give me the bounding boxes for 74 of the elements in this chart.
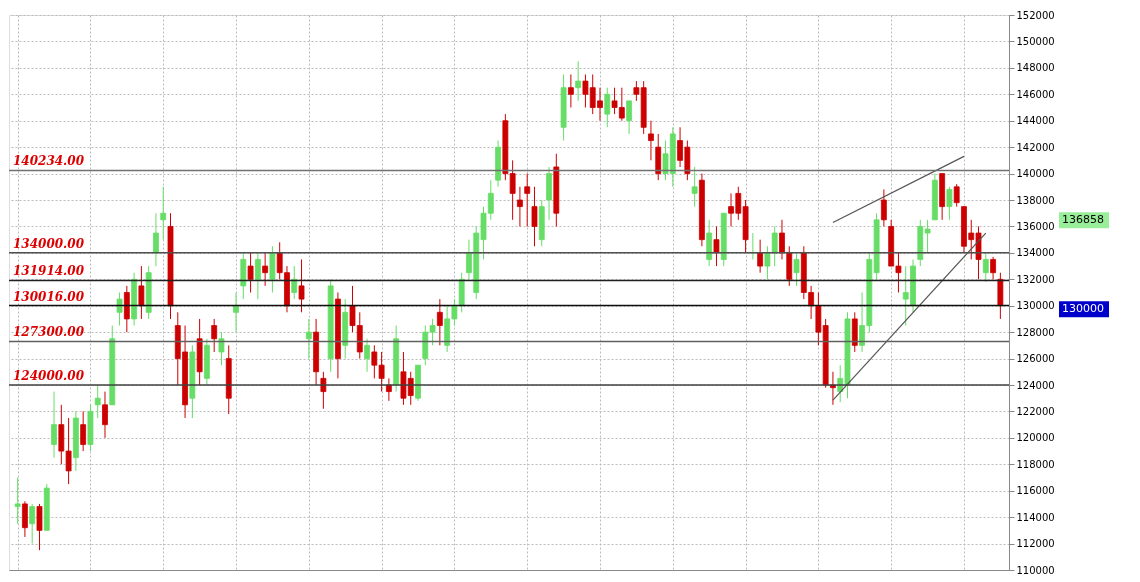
candlestick	[604, 87, 611, 128]
candlestick	[764, 245, 771, 280]
y-tick-label: 120000	[1016, 432, 1055, 444]
candlestick	[771, 225, 778, 267]
y-tick-label: 136000	[1016, 220, 1055, 232]
y-tick-label: 128000	[1016, 326, 1055, 338]
candlestick	[946, 186, 953, 221]
candlestick	[626, 100, 633, 135]
y-tick-label: 114000	[1016, 511, 1055, 523]
candlestick	[524, 173, 531, 227]
y-tick-label: 148000	[1016, 62, 1055, 74]
candlestick	[254, 252, 261, 300]
candlestick	[990, 256, 996, 280]
y-tick-label: 144000	[1016, 115, 1055, 127]
candlestick	[116, 292, 123, 327]
candlestick	[36, 503, 43, 551]
candlestick	[880, 188, 887, 227]
candlestick	[648, 120, 654, 161]
candlestick	[364, 338, 370, 373]
candlestick	[138, 265, 145, 320]
candlestick	[298, 258, 305, 313]
ref-line-label: 130016.00	[13, 289, 85, 304]
y-tick-label: 110000	[1016, 564, 1055, 576]
candlestick	[233, 292, 239, 333]
candlestick	[218, 331, 225, 366]
ref-line-label: 131914.00	[13, 264, 85, 279]
y-tick-label: 130000	[1016, 300, 1055, 312]
candlestick	[691, 166, 698, 208]
y-tick-label: 150000	[1016, 35, 1055, 47]
candlestick	[211, 318, 218, 353]
ref-line-label: 124000.00	[13, 369, 85, 383]
y-tick-label: 122000	[1016, 405, 1055, 417]
candlestick	[757, 239, 764, 274]
text: 136858	[1062, 213, 1104, 227]
candlestick	[567, 73, 574, 108]
y-tick-label: 118000	[1016, 458, 1055, 470]
candlestick	[262, 252, 269, 287]
candlestick	[713, 225, 720, 267]
y-tick-label: 152000	[1016, 9, 1055, 21]
candlestick	[305, 318, 312, 360]
candlestick	[575, 60, 582, 102]
candlestick	[94, 384, 101, 419]
candlestick	[153, 212, 159, 267]
y-tick-label: 146000	[1016, 88, 1055, 100]
candlestick	[14, 477, 21, 525]
candlestick	[51, 391, 57, 459]
y-tick-label: 138000	[1016, 194, 1055, 206]
candlestick	[779, 219, 785, 260]
candlestick	[517, 186, 523, 227]
y-tick-label: 132000	[1016, 273, 1055, 285]
candlestick	[320, 371, 327, 410]
candlestick	[80, 410, 87, 452]
ref-line-label: 127300.00	[13, 325, 85, 340]
y-tick-label: 134000	[1016, 247, 1055, 259]
candlestick	[531, 186, 538, 247]
candlestick	[291, 265, 298, 300]
y-tick-label: 124000	[1016, 379, 1055, 391]
ref-line-label: 134000.00	[13, 236, 85, 251]
candlestick	[102, 391, 108, 439]
y-tick-label: 112000	[1016, 538, 1055, 550]
candlestick	[160, 186, 167, 241]
candlestick	[953, 183, 960, 208]
y-tick-label: 126000	[1016, 353, 1055, 365]
y-tick-label: 142000	[1016, 141, 1055, 153]
candlestick	[29, 503, 36, 545]
candlestick	[247, 252, 254, 293]
ref-line-label: 140234.00	[13, 154, 85, 169]
candlestick	[436, 298, 443, 346]
candlestick	[982, 252, 989, 283]
candlestick	[22, 500, 28, 538]
text: 130000	[1062, 302, 1104, 316]
candlestick	[793, 252, 800, 287]
y-tick-label: 140000	[1016, 168, 1055, 180]
y-tick-label: 116000	[1016, 485, 1055, 497]
